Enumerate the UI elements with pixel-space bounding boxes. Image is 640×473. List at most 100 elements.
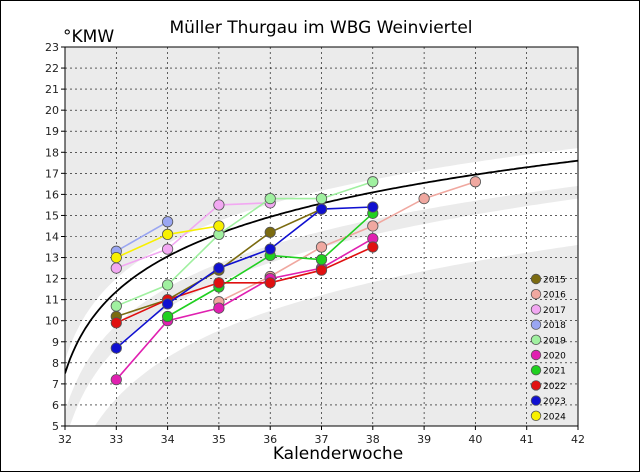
data-point-2018	[162, 216, 174, 228]
y-tick-label: 23	[45, 41, 59, 54]
series-line-2019	[115, 181, 374, 307]
series-layer	[110, 176, 481, 386]
y-tick-label: 10	[45, 315, 59, 328]
y-tick-label: 11	[45, 294, 59, 307]
legend-marker-2022	[530, 380, 542, 391]
legend-label-2015: 2015	[543, 276, 566, 286]
data-point-2023	[162, 298, 174, 310]
series-2019	[110, 176, 379, 312]
legend-label-2016: 2016	[543, 291, 566, 301]
x-tick-label: 39	[417, 433, 431, 446]
series-line-2022	[115, 246, 374, 324]
y-tick-label: 20	[45, 104, 59, 117]
y-tick-label: 14	[45, 231, 59, 244]
data-point-2022	[213, 277, 225, 289]
series-2024	[110, 220, 225, 264]
x-tick-label: 41	[520, 433, 534, 446]
lower-reference-band	[69, 198, 578, 426]
x-tick-label: 35	[212, 433, 226, 446]
x-tick-label: 37	[315, 433, 329, 446]
data-point-2019	[110, 300, 122, 312]
legend-marker-2017	[530, 304, 542, 315]
data-point-2021	[315, 254, 328, 266]
legend-label-2019: 2019	[543, 336, 566, 346]
legend-marker-2015	[530, 273, 542, 285]
data-point-2017	[213, 199, 225, 211]
data-point-2022	[110, 317, 122, 329]
gridlines	[65, 47, 578, 426]
y-tick-label: 9	[52, 336, 59, 349]
chart-title: Müller Thurgau im WBG Weinviertel	[169, 18, 472, 38]
series-2023	[110, 201, 379, 354]
legend-marker-2019	[530, 334, 542, 346]
series-line-2023	[115, 206, 373, 349]
data-point-2019	[264, 193, 276, 205]
legend-marker-2023	[530, 395, 542, 406]
data-point-2016	[315, 241, 328, 253]
data-point-2015	[264, 226, 276, 238]
y-tick-label: 5	[52, 420, 59, 433]
data-point-2016	[418, 193, 430, 205]
x-tick-label: 34	[161, 433, 175, 446]
legend-label-2018: 2018	[543, 321, 566, 331]
y-tick-label: 15	[45, 209, 59, 222]
y-tick-label: 7	[52, 378, 59, 391]
data-point-2023	[264, 243, 276, 255]
data-point-2020	[213, 302, 225, 314]
data-point-2019	[162, 279, 174, 291]
x-axis-label: Kalenderwoche	[273, 444, 403, 464]
series-line-2020	[115, 237, 374, 381]
data-point-2019	[315, 193, 328, 205]
x-tick-label: 42	[571, 433, 585, 446]
data-point-2023	[315, 203, 328, 215]
data-point-2022	[315, 264, 328, 276]
y-tick-label: 6	[52, 399, 59, 412]
data-point-2023	[367, 201, 379, 213]
series-line-2018	[115, 221, 168, 252]
legend-marker-2024	[530, 410, 542, 422]
y-axis-label: °KMW	[63, 27, 114, 47]
legend-marker-2018	[530, 319, 542, 330]
x-tick-label: 32	[58, 433, 72, 446]
legend-marker-2020	[530, 349, 542, 361]
data-point-2019	[367, 176, 379, 188]
legend: 2015 2016 2017 2018 2019 2020 2021 2022 2023 2024	[530, 273, 566, 422]
x-axis-ticks: 32 33 34 35 36 37 38 39 40 41 42	[58, 426, 585, 446]
legend-label-2024: 2024	[543, 412, 566, 422]
data-point-2023	[110, 342, 122, 354]
y-tick-label: 13	[45, 252, 59, 265]
data-point-2023	[213, 262, 225, 274]
y-axis-ticks: 5 6 7 8 9 10 11 12 13 14 15 16 17 18 19 20 21 22 23	[45, 41, 65, 433]
data-point-2022	[264, 277, 276, 289]
data-point-2024	[162, 228, 174, 240]
legend-marker-2021	[530, 365, 542, 376]
series-2017	[110, 197, 276, 274]
series-line-2017	[116, 202, 271, 269]
y-tick-label: 19	[45, 125, 59, 138]
y-tick-label: 16	[45, 188, 59, 201]
x-tick-label: 38	[366, 433, 380, 446]
legend-label-2017: 2017	[543, 306, 566, 316]
y-tick-label: 21	[45, 83, 59, 96]
data-point-2024	[213, 220, 225, 232]
data-point-2016	[367, 220, 379, 232]
y-tick-label: 17	[45, 167, 59, 180]
legend-marker-2016	[530, 289, 542, 300]
data-point-2024	[110, 251, 122, 264]
x-tick-label: 40	[468, 433, 482, 446]
legend-label-2022: 2022	[543, 382, 566, 392]
data-point-2017	[162, 243, 174, 255]
y-tick-label: 8	[52, 357, 59, 370]
legend-label-2023: 2023	[543, 397, 566, 407]
legend-label-2020: 2020	[543, 352, 566, 362]
data-point-2016	[469, 176, 481, 188]
legend-label-2021: 2021	[543, 367, 566, 377]
x-tick-label: 33	[109, 433, 123, 446]
y-tick-label: 18	[45, 146, 59, 159]
data-point-2017	[110, 262, 122, 274]
data-point-2020	[110, 374, 122, 386]
y-tick-label: 12	[45, 273, 59, 286]
y-tick-label: 22	[45, 62, 59, 75]
